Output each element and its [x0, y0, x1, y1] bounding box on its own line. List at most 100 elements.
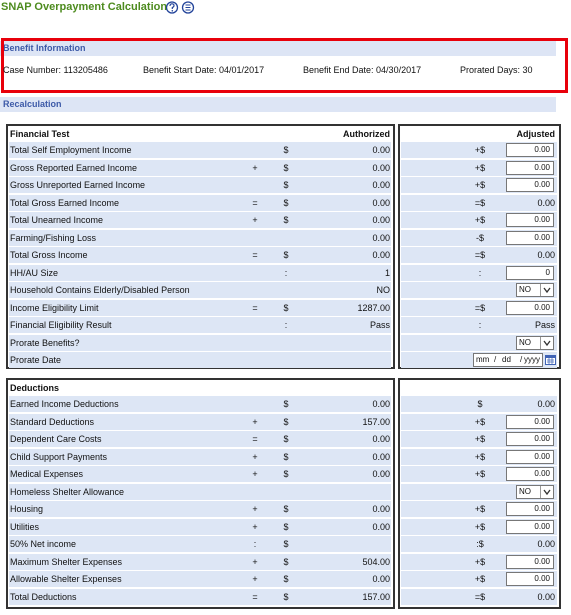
authorized-value: 1287.00 [357, 302, 390, 313]
row-bg [9, 264, 391, 281]
amount-input[interactable]: 0.00 [506, 432, 554, 446]
panel [6, 378, 395, 609]
amount-input[interactable]: 0.00 [506, 178, 554, 192]
amount-input[interactable]: 0.00 [506, 414, 554, 429]
calendar-icon [545, 355, 556, 365]
title-icons [166, 1, 195, 14]
amount-input[interactable]: 0.00 [506, 449, 554, 464]
authorized-value: 0.00 [372, 215, 390, 225]
adjusted-symbol: +$ [474, 556, 486, 567]
authorized-value: 0.00 [372, 162, 390, 173]
amount-input[interactable]: 0.00 [506, 554, 554, 569]
adjusted-symbol: +$ [474, 469, 486, 479]
adjusted-value: Pass [534, 320, 555, 330]
operator: + [252, 416, 258, 427]
amount-input[interactable]: 0.00 [506, 300, 554, 315]
symbol: $ [283, 215, 289, 225]
row-label: Gross Reported Earned Income [10, 162, 138, 173]
row-bg [9, 413, 391, 430]
row-bg [9, 142, 391, 158]
row-label: Income Eligibility Limit [10, 302, 99, 313]
operator: + [252, 556, 258, 567]
highlight-box [1, 38, 568, 93]
adjusted-symbol: -$ [475, 232, 484, 243]
page-title: SNAP Overpayment Calculation [1, 1, 168, 13]
adjusted-value: 0.00 [537, 539, 555, 549]
symbol: $ [283, 162, 289, 173]
row-bg [401, 588, 557, 605]
row-label: Farming/Fishing Loss [10, 232, 97, 243]
symbol: $ [283, 434, 289, 444]
row-label: Maximum Shelter Expenses [10, 556, 123, 567]
row-bg [9, 194, 391, 211]
authorized-value: 0.00 [372, 180, 390, 190]
dropdown[interactable]: NO [516, 335, 554, 350]
symbol: $ [283, 469, 289, 479]
row-bg [9, 159, 391, 176]
symbol: $ [283, 539, 289, 549]
panel-title: Deductions [10, 383, 60, 393]
row-bg [9, 334, 391, 351]
row-label: Total Deductions [10, 591, 77, 602]
symbol: $ [283, 416, 289, 427]
authorized-value: NO [376, 285, 391, 295]
authorized-value: 0.00 [372, 399, 390, 409]
panel-title: Financial Test [10, 129, 70, 139]
row-bg [9, 177, 391, 193]
amount-input[interactable]: 0.00 [506, 143, 554, 157]
symbol: $ [283, 145, 289, 155]
calendar-button[interactable] [545, 354, 556, 365]
row-bg [9, 396, 391, 412]
authorized-value: 0.00 [372, 434, 390, 444]
amount-input[interactable]: 0.00 [506, 160, 554, 175]
adjusted-symbol: +$ [474, 215, 486, 225]
adjusted-symbol: =$ [474, 197, 486, 208]
row-bg [9, 536, 391, 552]
row-label: Financial Eligibility Result [10, 320, 112, 330]
dropdown[interactable]: NO [516, 283, 554, 297]
row-bg [401, 247, 557, 263]
amount-input[interactable]: 0.00 [506, 502, 554, 516]
row-label: Total Unearned Income [10, 215, 104, 225]
adjusted-value: 0.00 [537, 591, 555, 602]
adjusted-symbol: +$ [474, 416, 486, 427]
row-bg [9, 212, 391, 228]
row-label: Dependent Care Costs [10, 434, 102, 444]
symbol: $ [283, 250, 289, 260]
row-label: Medical Expenses [10, 469, 84, 479]
row-label: HH/AU Size [10, 267, 59, 278]
row-bg [401, 396, 557, 412]
amount-input[interactable]: 0.00 [506, 467, 554, 481]
adjusted-value: 0.00 [537, 250, 555, 260]
adjusted-symbol: +$ [474, 162, 486, 173]
date-part: dd [502, 355, 511, 364]
authorized-value: 504.00 [362, 556, 390, 567]
section-header: Benefit Information [0, 41, 556, 56]
date-input[interactable]: mm / dd / yyyy [473, 353, 543, 367]
adjusted-symbol: +$ [474, 434, 486, 444]
row-bg [401, 317, 557, 333]
symbol: $ [283, 451, 289, 462]
amount-input[interactable]: 0 [506, 265, 554, 280]
symbol: $ [283, 399, 289, 409]
date-part: mm [476, 355, 490, 364]
dropdown[interactable]: NO [516, 484, 554, 499]
symbol: : [284, 267, 288, 278]
authorized-value: 1 [384, 267, 390, 278]
amount-input[interactable]: 0.00 [506, 230, 554, 245]
symbol: $ [283, 197, 289, 208]
symbol: $ [283, 574, 289, 584]
row-bg [401, 536, 557, 552]
authorized-value: 0.00 [372, 232, 390, 243]
row-bg [9, 571, 391, 587]
row-label: Housing [10, 504, 44, 514]
amount-input[interactable]: 0.00 [506, 572, 554, 586]
amount-input[interactable]: 0.00 [506, 519, 554, 534]
row-bg [401, 194, 557, 211]
row-bg [9, 229, 391, 246]
info-field: Case Number: 113205486 [3, 65, 108, 75]
amount-input[interactable]: 0.00 [506, 213, 554, 227]
dropdown-arrow [540, 336, 553, 349]
dropdown-value: NO [519, 337, 531, 347]
